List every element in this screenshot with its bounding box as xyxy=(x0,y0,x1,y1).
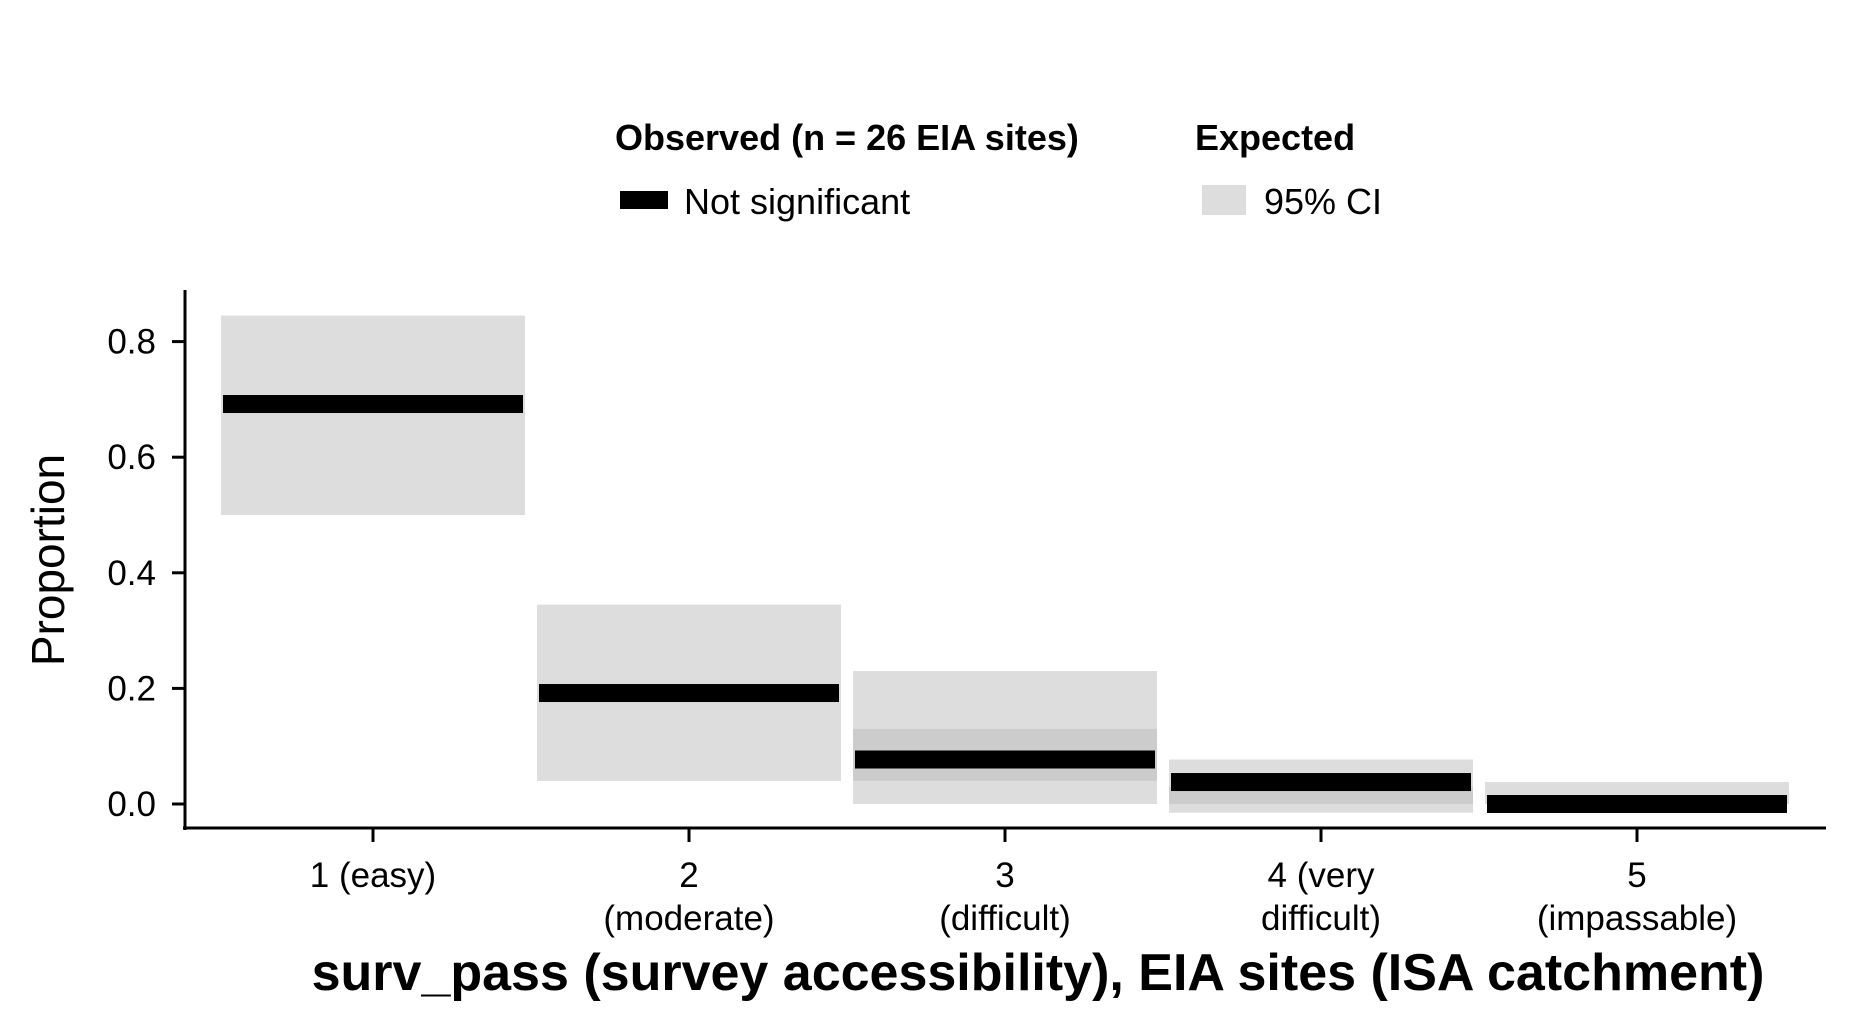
observed-bar xyxy=(855,750,1155,769)
legend-observed-swatch xyxy=(620,191,668,209)
x-tick-label: 5 (impassable) xyxy=(1537,856,1737,938)
y-tick-label: 0.6 xyxy=(107,438,156,477)
observed-bar xyxy=(1171,773,1471,792)
y-tick-label: 0.0 xyxy=(107,785,156,824)
x-tick-label: 2 (moderate) xyxy=(603,856,774,938)
x-tick-layer: 1 (easy) 2 (moderate) 3 (difficult) 4 (very di… xyxy=(310,828,1737,938)
x-axis-title: surv_pass (survey accessibility), EIA si… xyxy=(312,944,1765,1002)
ci-band xyxy=(221,315,525,515)
legend-observed-label: Not significant xyxy=(684,181,910,222)
y-tick-label: 0.2 xyxy=(107,669,156,708)
legend-expected-title: Expected xyxy=(1195,117,1355,158)
y-axis-title: Proportion xyxy=(22,454,74,666)
observed-bar xyxy=(223,395,523,414)
y-tick-layer: 0.0 0.2 0.4 0.6 0.8 xyxy=(107,323,185,824)
legend-expected-label: 95% CI xyxy=(1264,181,1382,222)
observed-bar xyxy=(1487,795,1787,813)
x-tick-label: 3 (difficult) xyxy=(939,856,1071,938)
y-tick-label: 0.8 xyxy=(107,323,156,362)
observed-bar-layer xyxy=(223,395,1787,813)
x-tick-label: 4 (very difficult) xyxy=(1261,856,1381,938)
x-tick-label: 1 (easy) xyxy=(310,856,436,895)
observed-bar xyxy=(539,684,839,703)
y-tick-label: 0.4 xyxy=(107,554,156,593)
legend: Observed (n = 26 EIA sites) Not signific… xyxy=(615,117,1382,222)
legend-observed-title: Observed (n = 26 EIA sites) xyxy=(615,117,1079,158)
legend-expected-swatch xyxy=(1202,185,1246,215)
